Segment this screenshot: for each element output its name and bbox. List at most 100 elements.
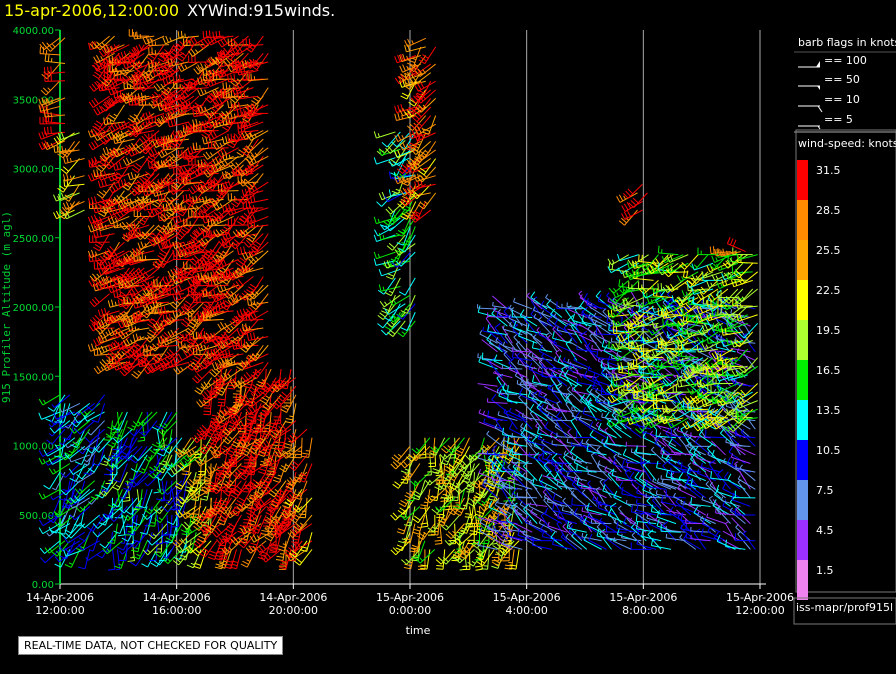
wind-barb-flag (38, 519, 44, 527)
wind-barb (204, 454, 207, 475)
wind-barb (61, 402, 81, 413)
wind-barb-flag (120, 130, 125, 138)
wind-barb-flag (107, 426, 114, 431)
wind-barb-flag (123, 58, 129, 65)
wind-barb-flag (113, 220, 116, 228)
wind-barb (165, 35, 185, 45)
wind-barb-flag (218, 547, 226, 550)
wind-barb-flag (237, 81, 243, 88)
wind-barb-flag (248, 325, 251, 331)
wind-barb-flag (125, 157, 130, 165)
wind-barb (69, 540, 86, 554)
wind-barb-flag (189, 528, 193, 533)
wind-barb-flag (54, 444, 60, 451)
wind-barb-flag (110, 124, 116, 131)
wind-barb-flag (131, 168, 138, 174)
wind-barb-flag (141, 135, 147, 142)
wind-barb-flag (120, 542, 125, 544)
wind-barb-flag (136, 248, 140, 252)
wind-barb-flag (86, 526, 94, 532)
wind-barb-flag (117, 202, 123, 210)
wind-barb-flag (136, 554, 141, 557)
wind-barb (112, 181, 130, 194)
wind-barb-flag (122, 281, 126, 289)
wind-barb-flag (132, 74, 139, 79)
wind-barb (94, 233, 115, 239)
wind-barb-flag (137, 93, 141, 101)
wind-barb-flag (142, 188, 146, 196)
wind-barb-flag (122, 205, 126, 213)
wind-barb-flag (222, 258, 227, 266)
wind-barb-flag (106, 280, 109, 288)
wind-barb-flag (123, 147, 130, 153)
wind-barb-flag (133, 254, 135, 262)
wind-barb (86, 411, 105, 422)
wind-barb-flag (236, 366, 243, 371)
wind-barb-flag (100, 106, 107, 112)
wind-barb-flag (94, 244, 102, 249)
wind-barb-flag (51, 43, 56, 48)
wind-barb-flag (111, 185, 116, 192)
wind-barb (109, 69, 130, 73)
wind-barb-flag (196, 401, 202, 408)
wind-barb (95, 429, 101, 449)
wind-barb-flag (211, 414, 219, 418)
wind-barb-flag (142, 37, 147, 45)
wind-barb-flag (156, 498, 164, 501)
wind-barb-flag (155, 188, 159, 196)
wind-barb-flag (59, 441, 63, 446)
wind-barb-flag (96, 166, 103, 173)
wind-barb-flag (61, 533, 67, 539)
wind-barb-flag (166, 558, 171, 562)
wind-barb-flag (55, 210, 60, 218)
wind-barb-flag (150, 209, 155, 217)
wind-barb-flag (135, 61, 140, 69)
wind-barb (92, 532, 101, 552)
wind-barb-flag (113, 197, 119, 204)
wind-barb-flag (169, 37, 172, 42)
wind-barb-flag (43, 449, 48, 457)
wind-barb-flag (219, 229, 224, 234)
wind-barb-flag (69, 202, 73, 208)
wind-barb-flag (99, 171, 102, 176)
wind-barb-flag (69, 497, 76, 504)
wind-barb-flag (252, 311, 257, 319)
wind-barb-flag (60, 454, 66, 461)
wind-barb (115, 164, 135, 171)
wind-barb-flag (165, 35, 169, 43)
wind-barb-flag (187, 82, 190, 90)
wind-barb-flag (136, 203, 142, 210)
wind-barb-flag (211, 363, 216, 371)
wind-barb-flag (159, 190, 162, 195)
wind-barb-flag (46, 532, 50, 537)
wind-barb-flag (94, 196, 98, 204)
wind-barb-flag (120, 298, 124, 307)
wind-barb (121, 497, 123, 518)
wind-barb-flag (151, 93, 158, 100)
wind-barb-flag (100, 345, 105, 353)
wind-barb-flag (136, 74, 141, 81)
wind-barb-flag (162, 241, 166, 249)
wind-barb-flag (113, 283, 118, 291)
wind-barb-flag (93, 219, 98, 227)
wind-barb-flag (107, 286, 112, 293)
wind-barb-flag (224, 160, 228, 165)
wind-barb-flag (131, 347, 138, 353)
wind-barb-flag (88, 280, 93, 287)
wind-barb-flag (84, 463, 89, 466)
wind-barb (150, 147, 165, 164)
wind-barb-flag (130, 200, 135, 208)
wind-barb-flag (147, 60, 151, 68)
wind-barb-flag (98, 83, 101, 91)
wind-barb-flag (68, 562, 73, 566)
wind-barb-flag (227, 387, 235, 390)
wind-barb-flag (170, 119, 174, 127)
wind-barb-flag (203, 171, 209, 178)
wind-barb-flag (108, 316, 114, 324)
wind-barb-flag (150, 562, 158, 568)
wind-barb-flag (246, 559, 251, 562)
wind-barb-flag (154, 61, 157, 66)
wind-barb (124, 362, 140, 377)
wind-barb-flag (163, 135, 167, 143)
